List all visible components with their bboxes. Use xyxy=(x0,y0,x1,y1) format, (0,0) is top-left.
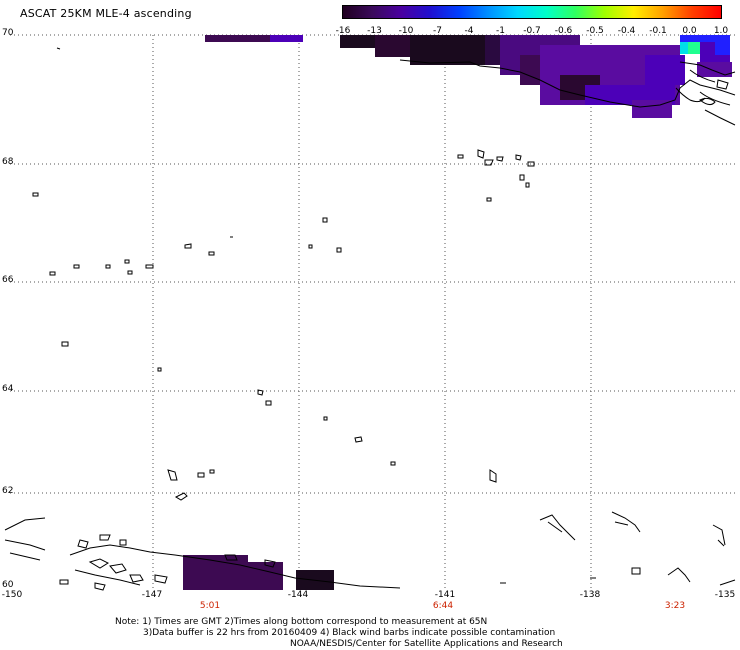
map-title: ASCAT 25KM MLE-4 ascending xyxy=(20,7,192,20)
colorbar-tick-label: -4 xyxy=(464,26,474,36)
colorbar-tick-label: -1 xyxy=(496,26,505,36)
colorbar-tick-label: -16 xyxy=(335,26,351,36)
lat-label: 66 xyxy=(2,275,14,285)
lat-label: 70 xyxy=(2,28,14,38)
lon-label: -150 xyxy=(1,590,23,600)
colorbar-tick-label: -0.1 xyxy=(649,26,667,36)
data-cell xyxy=(645,55,685,85)
lat-label: 60 xyxy=(2,580,14,590)
colorbar-tick-label: -0.7 xyxy=(523,26,541,36)
time-label: 5:01 xyxy=(199,601,221,611)
lat-label: 64 xyxy=(2,384,14,394)
note-line-3: NOAA/NESDIS/Center for Satellite Applica… xyxy=(290,639,563,649)
lon-label: -138 xyxy=(579,590,601,600)
colorbar-tick-label: 1.0 xyxy=(713,26,729,36)
time-label: 6:44 xyxy=(432,601,454,611)
coastline-outline xyxy=(4,47,736,591)
colorbar-tick-label: -10 xyxy=(398,26,414,36)
time-label: 3:23 xyxy=(664,601,686,611)
data-cell xyxy=(688,42,700,54)
colorbar-tick-label: -0.4 xyxy=(617,26,636,36)
data-cell xyxy=(715,35,730,55)
note-line-1: Note: 1) Times are GMT 2)Times along bot… xyxy=(115,617,488,627)
data-cell xyxy=(697,62,732,77)
dotted-gridline-group xyxy=(10,34,738,590)
lon-label: -141 xyxy=(434,590,456,600)
colorbar-tick-label: -0.6 xyxy=(554,26,573,36)
colorbar xyxy=(342,5,722,19)
colorbar-tick-label: 0.0 xyxy=(682,26,697,36)
wind-data-swath-north xyxy=(205,35,732,118)
data-cell xyxy=(270,35,303,42)
colorbar-tick-label: -13 xyxy=(367,26,382,36)
lat-label: 62 xyxy=(2,486,14,496)
data-cell xyxy=(248,562,283,590)
lon-label: -135 xyxy=(714,590,736,600)
note-line-2: 3)Data buffer is 22 hrs from 20160409 4)… xyxy=(143,628,556,638)
colorbar-tick-label: -0.5 xyxy=(586,26,604,36)
lat-label: 68 xyxy=(2,157,14,167)
data-cell xyxy=(205,35,303,42)
data-cell xyxy=(410,35,485,65)
data-cell xyxy=(183,555,248,590)
wind-data-swath-south xyxy=(183,555,334,590)
colorbar-tick-label: -7 xyxy=(433,26,442,36)
lon-label: -147 xyxy=(141,590,163,600)
lon-label: -144 xyxy=(287,590,309,600)
